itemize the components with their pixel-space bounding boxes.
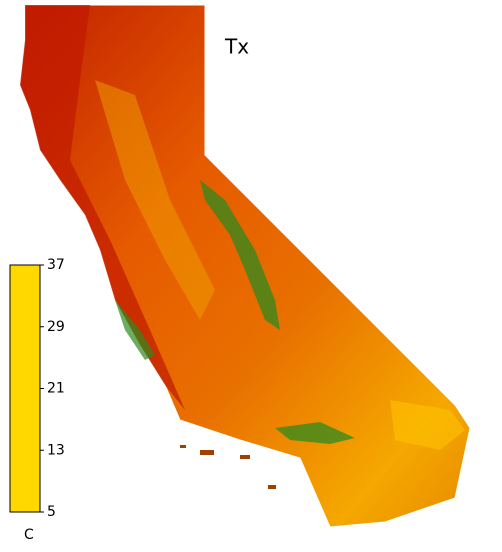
- valley: [95, 80, 215, 320]
- colorbar-tick-label: 21: [47, 381, 65, 397]
- coast-highland: [115, 300, 155, 360]
- colorbar-unit: C: [24, 527, 34, 543]
- colorbar-tick-label: 29: [47, 319, 65, 335]
- islands: [180, 445, 276, 489]
- colorbar-tick-label: 13: [47, 442, 65, 458]
- south-highland: [275, 422, 355, 444]
- colorbar-tick-label: 5: [47, 504, 56, 520]
- colorbar-tick-label: 37: [47, 257, 65, 273]
- desert: [390, 400, 465, 450]
- colorbar: [9, 264, 41, 513]
- sierra-highland: [200, 180, 280, 330]
- map-title: Tx: [224, 35, 249, 59]
- coastal-range: [20, 5, 185, 410]
